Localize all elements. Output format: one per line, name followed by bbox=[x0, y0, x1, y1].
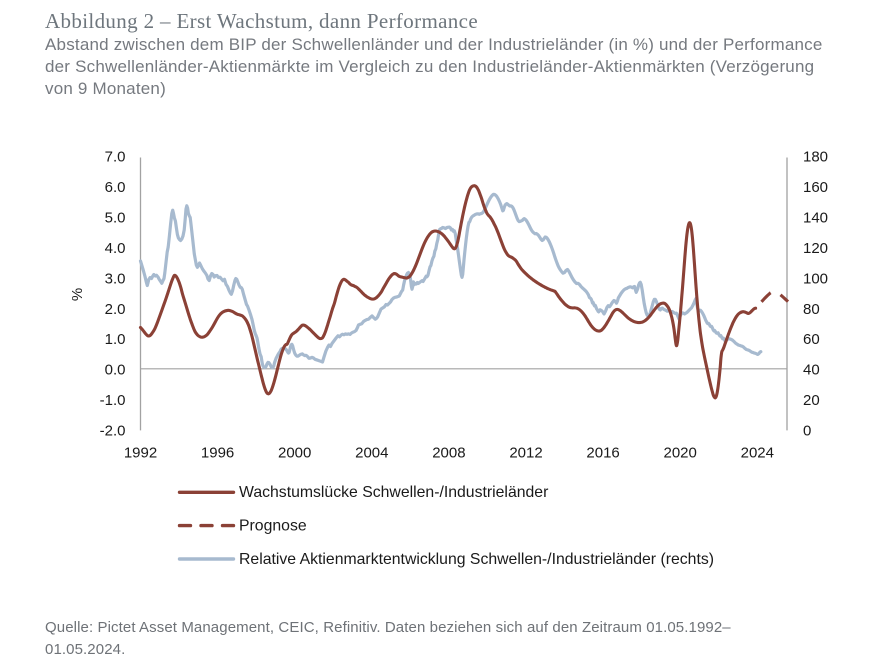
svg-text:5.0: 5.0 bbox=[105, 209, 126, 226]
svg-text:-1.0: -1.0 bbox=[100, 392, 126, 409]
svg-text:2024: 2024 bbox=[741, 445, 774, 462]
svg-text:Prognose: Prognose bbox=[239, 517, 307, 534]
svg-text:100: 100 bbox=[803, 270, 828, 287]
svg-text:2012: 2012 bbox=[509, 445, 542, 462]
svg-text:3.0: 3.0 bbox=[105, 270, 126, 287]
svg-text:80: 80 bbox=[803, 301, 820, 318]
svg-text:2.0: 2.0 bbox=[105, 301, 126, 318]
svg-text:0.0: 0.0 bbox=[105, 362, 126, 379]
svg-text:-2.0: -2.0 bbox=[100, 423, 126, 440]
svg-text:20: 20 bbox=[803, 392, 820, 409]
svg-text:1.0: 1.0 bbox=[105, 331, 126, 348]
svg-text:2004: 2004 bbox=[355, 445, 388, 462]
svg-text:Relative Aktienmarktentwicklun: Relative Aktienmarktentwicklung Schwelle… bbox=[239, 551, 714, 568]
svg-text:Wachstumslücke Schwellen-/Indu: Wachstumslücke Schwellen-/Industrielände… bbox=[239, 484, 548, 501]
svg-text:7.0: 7.0 bbox=[105, 149, 126, 166]
svg-text:2020: 2020 bbox=[664, 445, 697, 462]
svg-text:40: 40 bbox=[803, 362, 820, 379]
svg-text:140: 140 bbox=[803, 209, 828, 226]
svg-text:180: 180 bbox=[803, 149, 828, 166]
svg-text:0: 0 bbox=[803, 423, 811, 440]
svg-text:1992: 1992 bbox=[124, 445, 157, 462]
svg-text:4.0: 4.0 bbox=[105, 240, 126, 257]
svg-text:60: 60 bbox=[803, 331, 820, 348]
svg-text:2016: 2016 bbox=[586, 445, 619, 462]
svg-text:6.0: 6.0 bbox=[105, 179, 126, 196]
svg-text:1996: 1996 bbox=[201, 445, 234, 462]
svg-text:2008: 2008 bbox=[432, 445, 465, 462]
svg-text:160: 160 bbox=[803, 179, 828, 196]
svg-text:%: % bbox=[69, 288, 86, 301]
svg-text:120: 120 bbox=[803, 240, 828, 257]
svg-text:2000: 2000 bbox=[278, 445, 311, 462]
